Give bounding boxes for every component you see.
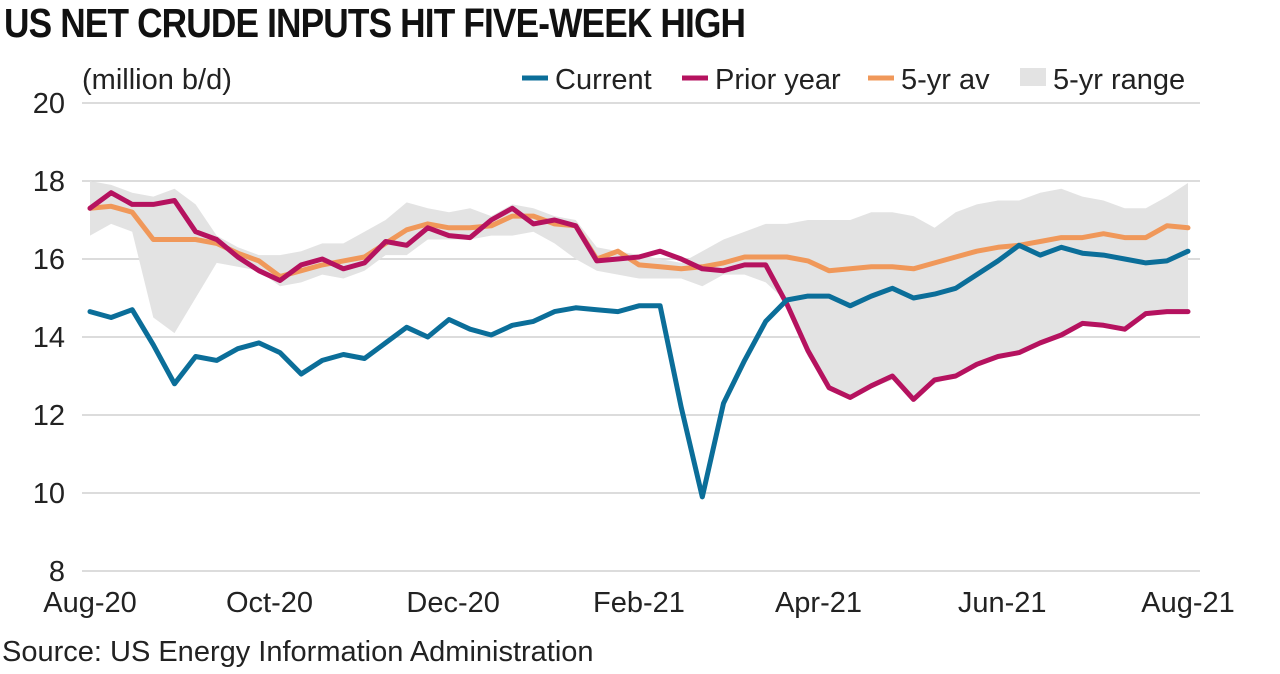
x-tick-label: Dec-20 (406, 587, 500, 619)
x-tick-label: Feb-21 (593, 587, 685, 619)
legend: Current Prior year 5-yr av 5-yr range (522, 64, 1185, 96)
y-tick-label: 20 (33, 88, 65, 120)
source-note: Source: US Energy Information Administra… (2, 636, 594, 668)
chart-title: US NET CRUDE INPUTS HIT FIVE-WEEK HIGH (4, 0, 746, 46)
y-axis: 8 10 12 14 16 18 20 (33, 88, 65, 588)
series-line-avg (87, 203, 1191, 279)
series-line-prior-year (87, 190, 1191, 402)
legend-label: 5-yr av (901, 64, 990, 96)
y-tick-label: 16 (33, 244, 65, 276)
legend-item-range: 5-yr range (1020, 64, 1185, 96)
x-tick-label: Oct-20 (226, 587, 313, 619)
y-tick-label: 10 (33, 478, 65, 510)
legend-label: 5-yr range (1053, 64, 1185, 96)
legend-item-prior-year: Prior year (682, 64, 841, 96)
series-lines-layer (87, 190, 1191, 500)
x-tick-label: Apr-21 (775, 587, 862, 619)
y-tick-label: 8 (49, 556, 65, 588)
y-tick-label: 18 (33, 166, 65, 198)
gridlines (82, 102, 1200, 572)
y-tick-label: 12 (33, 400, 65, 432)
x-tick-label: Aug-20 (43, 587, 137, 619)
y-tick-label: 14 (33, 322, 65, 354)
series-line-current (87, 242, 1191, 500)
range-area (90, 181, 1188, 400)
x-tick-label: Aug-21 (1141, 587, 1235, 619)
x-axis: Aug-20 Oct-20 Dec-20 Feb-21 Apr-21 Jun-21 Aug-… (43, 587, 1235, 619)
legend-item-current: Current (522, 64, 652, 96)
legend-item-avg: 5-yr av (868, 64, 990, 96)
legend-label: Current (555, 64, 652, 96)
legend-label: Prior year (715, 64, 841, 96)
y-axis-unit-label: (million b/d) (82, 64, 232, 96)
legend-swatch (1020, 68, 1046, 86)
x-tick-label: Jun-21 (958, 587, 1047, 619)
range-area-layer (90, 181, 1188, 400)
